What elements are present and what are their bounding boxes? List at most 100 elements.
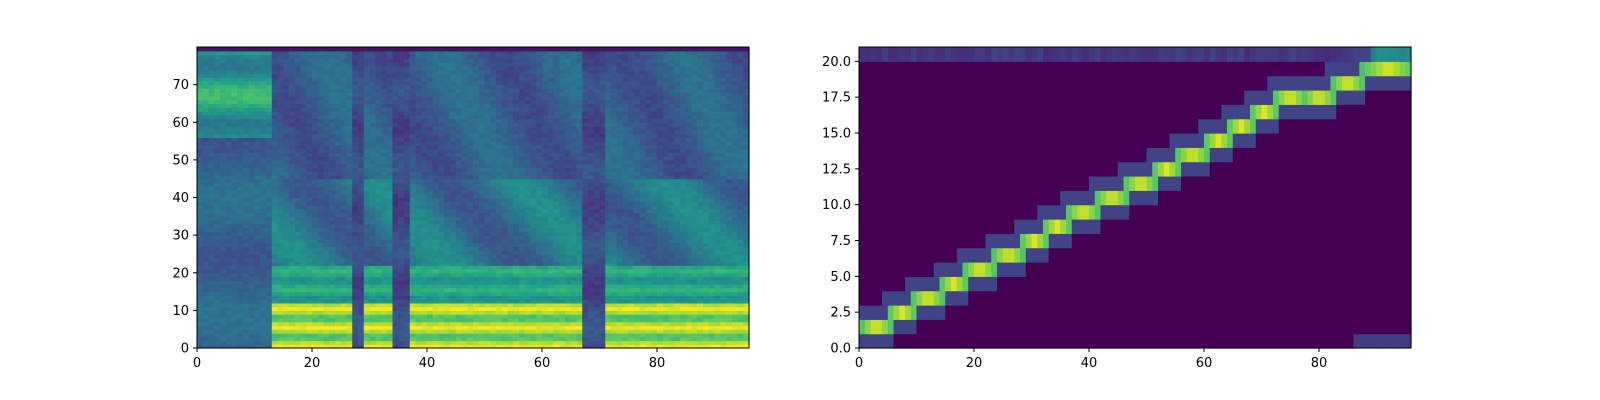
heatmap-cell [277, 223, 284, 229]
heatmap-cell [444, 344, 451, 349]
heatmap-cell [398, 265, 405, 270]
heatmap-cell [243, 242, 250, 248]
heatmap-cell [542, 302, 549, 308]
heatmap-cell [490, 344, 497, 349]
heatmap-cell [294, 242, 302, 248]
heatmap-cell [266, 152, 273, 157]
heatmap-cell [634, 295, 641, 300]
heatmap-cell [605, 257, 612, 263]
heatmap-cell [352, 235, 359, 240]
heatmap-cell [369, 340, 376, 345]
heatmap-cell [340, 332, 348, 338]
heatmap-cell [214, 156, 221, 161]
heatmap-cell [473, 284, 480, 289]
heatmap-cell [363, 182, 371, 187]
heatmap-cell [524, 231, 532, 236]
heatmap-cell [490, 174, 497, 180]
heatmap-cell [651, 216, 658, 221]
heatmap-cell [392, 216, 399, 221]
heatmap-cell [352, 205, 359, 210]
heatmap-cell [363, 336, 371, 342]
heatmap-cell [576, 220, 583, 225]
heatmap-cell [335, 295, 342, 300]
heatmap-cell [605, 332, 612, 338]
heatmap-cell [565, 317, 572, 323]
heatmap-cell [340, 197, 348, 202]
heatmap-cell [300, 332, 307, 338]
heatmap-cell [427, 253, 434, 259]
heatmap-cell [507, 321, 514, 327]
heatmap-cell [306, 205, 313, 210]
heatmap-cell [346, 253, 353, 259]
heatmap-cell [202, 216, 210, 221]
heatmap-cell [386, 250, 394, 255]
heatmap-cell [427, 325, 434, 330]
heatmap-cell [628, 197, 635, 202]
heatmap-cell [415, 220, 422, 225]
heatmap-cell [501, 265, 509, 270]
heatmap-cell [708, 227, 716, 232]
heatmap-cell [657, 227, 664, 232]
heatmap-cell [553, 295, 560, 300]
heatmap-cell [438, 314, 445, 319]
heatmap-cell [685, 272, 693, 278]
heatmap-cell [668, 242, 675, 248]
heatmap-cell [680, 171, 687, 176]
heatmap-cell [375, 314, 382, 319]
heatmap-cell [634, 268, 641, 274]
heatmap-cell [708, 182, 716, 187]
heatmap-cell [645, 332, 652, 338]
heatmap-cell [271, 314, 279, 319]
heatmap-cell [519, 197, 526, 202]
heatmap-cell [680, 197, 687, 202]
heatmap-cell [260, 182, 267, 187]
heatmap-cell [266, 340, 273, 345]
heatmap-cell [593, 276, 601, 281]
heatmap-cell [605, 156, 612, 161]
heatmap-cell [478, 344, 486, 349]
heatmap-cell [691, 201, 698, 206]
heatmap-cell [737, 257, 744, 263]
heatmap-cell [565, 220, 572, 225]
heatmap-cell [254, 329, 261, 334]
heatmap-cell [358, 332, 365, 338]
heatmap-cell [685, 238, 693, 244]
heatmap-cell [737, 205, 744, 210]
heatmap-cell [369, 201, 376, 206]
heatmap-cell [254, 201, 261, 206]
heatmap-cell [507, 159, 514, 165]
heatmap-cell [277, 295, 284, 300]
heatmap-cell [455, 193, 463, 199]
heatmap-cell [593, 284, 601, 289]
heatmap-cell [455, 182, 463, 187]
heatmap-cell [289, 302, 296, 308]
heatmap-cell [501, 205, 509, 210]
heatmap-cell [628, 306, 635, 311]
heatmap-cell [720, 171, 727, 176]
heatmap-cell [634, 344, 641, 349]
heatmap-cell [536, 178, 543, 184]
heatmap-cell [519, 265, 526, 270]
heatmap-cell [697, 189, 704, 195]
heatmap-cell [473, 336, 480, 342]
heatmap-cell [375, 174, 382, 180]
heatmap-cell [409, 178, 417, 184]
heatmap-cell [576, 193, 583, 199]
heatmap-cell [294, 231, 302, 236]
heatmap-cell [358, 280, 365, 285]
heatmap-cell [559, 201, 566, 206]
heatmap-cell [605, 189, 612, 195]
heatmap-cell [720, 152, 727, 157]
heatmap-cell [588, 223, 595, 229]
heatmap-cell [369, 295, 376, 300]
heatmap-cell [254, 332, 261, 338]
heatmap-cell [616, 287, 624, 293]
heatmap-cell [300, 287, 307, 293]
heatmap-cell [455, 317, 463, 323]
heatmap-cell [708, 163, 716, 168]
heatmap-cell [260, 189, 267, 195]
heatmap-cell [570, 167, 578, 172]
heatmap-cell [312, 261, 319, 266]
heatmap-cell [651, 314, 658, 319]
heatmap-cell [685, 156, 693, 161]
